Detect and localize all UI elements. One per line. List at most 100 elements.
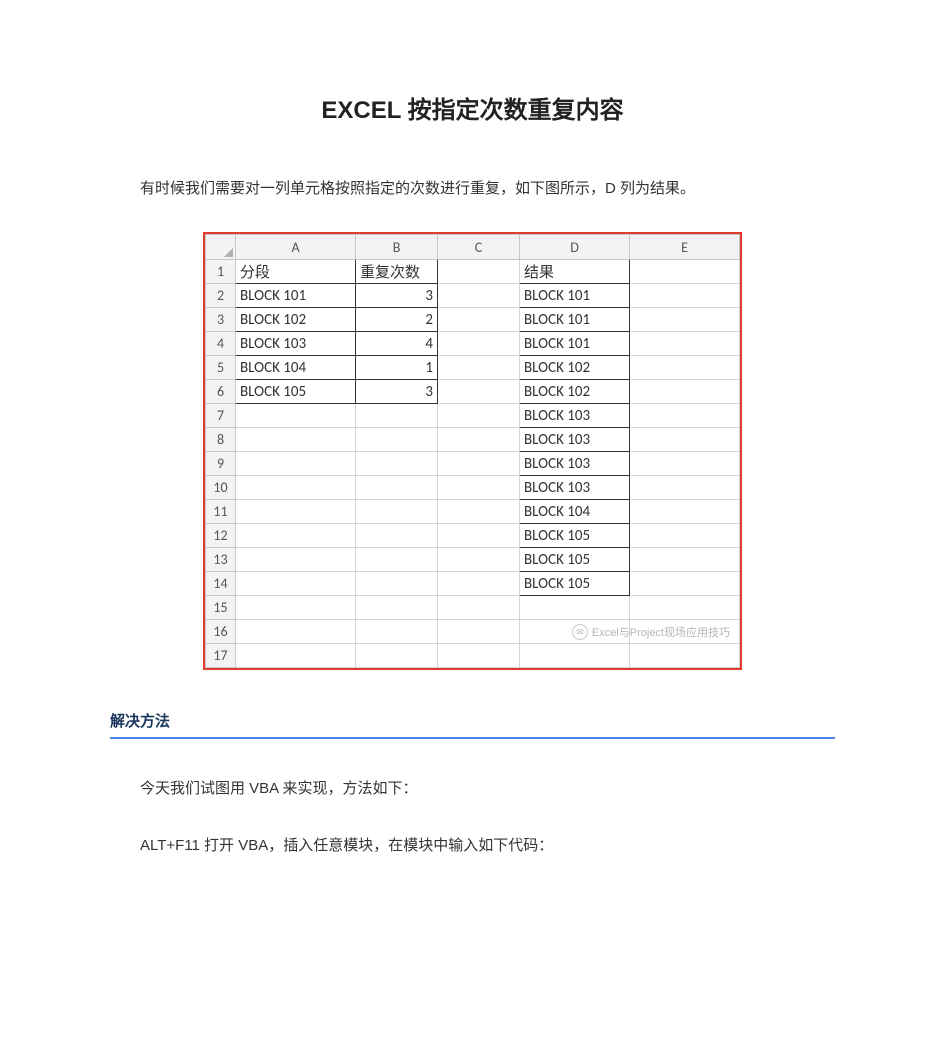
cell-C4 [438, 332, 520, 356]
cell-D10: BLOCK 103 [520, 476, 630, 500]
cell-B13 [356, 548, 438, 572]
row-header: 5 [206, 356, 236, 380]
row-header: 17 [206, 644, 236, 668]
cell-A12 [236, 524, 356, 548]
cell-D8: BLOCK 103 [520, 428, 630, 452]
row-header: 2 [206, 284, 236, 308]
cell-E17 [630, 644, 740, 668]
cell-A15 [236, 596, 356, 620]
cell-C5 [438, 356, 520, 380]
cell-B3: 2 [356, 308, 438, 332]
table-row: 13BLOCK 105 [206, 548, 740, 572]
cell-E14 [630, 572, 740, 596]
cell-C8 [438, 428, 520, 452]
table-row: 8 BLOCK 103 [206, 428, 740, 452]
table-row: 1分段重复次数结果 [206, 260, 740, 284]
cell-B8 [356, 428, 438, 452]
cell-D3: BLOCK 101 [520, 308, 630, 332]
cell-E16 [630, 620, 740, 644]
table-row: 10BLOCK 103 [206, 476, 740, 500]
cell-E6 [630, 380, 740, 404]
table-row: 12BLOCK 105 [206, 524, 740, 548]
paragraph-3: ALT+F11 打开 VBA，插入任意模块，在模块中输入如下代码： [110, 832, 835, 859]
row-header: 16 [206, 620, 236, 644]
cell-E12 [630, 524, 740, 548]
cell-A16 [236, 620, 356, 644]
cell-C6 [438, 380, 520, 404]
cell-E1 [630, 260, 740, 284]
page-title: EXCEL 按指定次数重复内容 [110, 90, 835, 125]
cell-B7 [356, 404, 438, 428]
col-header-a: A [236, 235, 356, 260]
table-row: 7 BLOCK 103 [206, 404, 740, 428]
cell-D11: BLOCK 104 [520, 500, 630, 524]
excel-grid: A B C D E 1分段重复次数结果2BLOCK 1013BLOCK 1013… [205, 234, 740, 668]
row-header: 14 [206, 572, 236, 596]
cell-C3 [438, 308, 520, 332]
cell-D9: BLOCK 103 [520, 452, 630, 476]
table-row: 15 [206, 596, 740, 620]
cell-A4: BLOCK 103 [236, 332, 356, 356]
cell-E13 [630, 548, 740, 572]
cell-D14: BLOCK 105 [520, 572, 630, 596]
table-row: 9BLOCK 103 [206, 452, 740, 476]
table-row: 2BLOCK 1013BLOCK 101 [206, 284, 740, 308]
table-row: 11BLOCK 104 [206, 500, 740, 524]
col-header-e: E [630, 235, 740, 260]
cell-E15 [630, 596, 740, 620]
row-header: 12 [206, 524, 236, 548]
section-rule [110, 737, 835, 739]
cell-D5: BLOCK 102 [520, 356, 630, 380]
excel-screenshot: A B C D E 1分段重复次数结果2BLOCK 1013BLOCK 1013… [203, 232, 742, 670]
cell-B4: 4 [356, 332, 438, 356]
cell-A3: BLOCK 102 [236, 308, 356, 332]
select-all-corner [206, 235, 236, 260]
cell-C7 [438, 404, 520, 428]
table-row: 3BLOCK 1022 BLOCK 101 [206, 308, 740, 332]
row-header: 15 [206, 596, 236, 620]
cell-B5: 1 [356, 356, 438, 380]
cell-B17 [356, 644, 438, 668]
cell-E11 [630, 500, 740, 524]
cell-C17 [438, 644, 520, 668]
cell-A11 [236, 500, 356, 524]
cell-A8 [236, 428, 356, 452]
intro-paragraph: 有时候我们需要对一列单元格按照指定的次数进行重复，如下图所示，D 列为结果。 [110, 175, 835, 202]
cell-C12 [438, 524, 520, 548]
page: EXCEL 按指定次数重复内容 有时候我们需要对一列单元格按照指定的次数进行重复… [0, 0, 945, 929]
cell-C16 [438, 620, 520, 644]
row-header: 3 [206, 308, 236, 332]
cell-C1 [438, 260, 520, 284]
cell-A14 [236, 572, 356, 596]
table-row: 17 [206, 644, 740, 668]
cell-D7: BLOCK 103 [520, 404, 630, 428]
row-header: 6 [206, 380, 236, 404]
cell-E2 [630, 284, 740, 308]
cell-E10 [630, 476, 740, 500]
cell-C2 [438, 284, 520, 308]
row-header: 8 [206, 428, 236, 452]
section-heading: 解决方法 [110, 710, 835, 731]
cell-E9 [630, 452, 740, 476]
cell-C11 [438, 500, 520, 524]
cell-B11 [356, 500, 438, 524]
cell-D17 [520, 644, 630, 668]
paragraph-2: 今天我们试图用 VBA 来实现，方法如下： [110, 775, 835, 802]
cell-A1: 分段 [236, 260, 356, 284]
cell-B16 [356, 620, 438, 644]
cell-D1: 结果 [520, 260, 630, 284]
row-header: 4 [206, 332, 236, 356]
cell-A2: BLOCK 101 [236, 284, 356, 308]
cell-A5: BLOCK 104 [236, 356, 356, 380]
cell-E5 [630, 356, 740, 380]
row-header: 1 [206, 260, 236, 284]
cell-B9 [356, 452, 438, 476]
col-header-b: B [356, 235, 438, 260]
cell-C9 [438, 452, 520, 476]
cell-D13: BLOCK 105 [520, 548, 630, 572]
cell-D2: BLOCK 101 [520, 284, 630, 308]
table-row: 5BLOCK 1041 BLOCK 102 [206, 356, 740, 380]
cell-E4 [630, 332, 740, 356]
cell-C13 [438, 548, 520, 572]
row-header: 7 [206, 404, 236, 428]
